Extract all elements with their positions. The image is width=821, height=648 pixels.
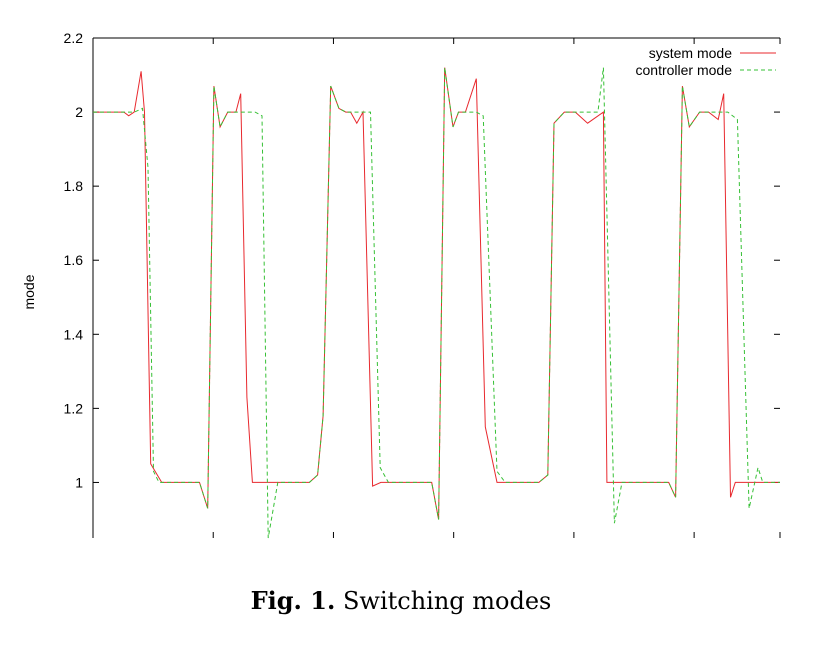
figure-caption-label: Fig. 1. [250, 586, 336, 615]
x-axis-ticks [92, 38, 781, 538]
figure-caption-text: Switching modes [342, 587, 552, 615]
y-tick-label: 2.2 [64, 30, 84, 46]
figure-caption: Fig. 1. Switching modes [0, 586, 802, 615]
y-tick-label: 1.8 [64, 178, 84, 194]
legend-label-system-mode: system mode [649, 45, 732, 61]
line-chart: 1 1.2 1.4 1.6 1.8 2 2.2 mode system mode contr… [21, 30, 781, 539]
legend-label-controller-mode: controller mode [636, 62, 733, 78]
y-tick-label: 2 [75, 104, 83, 120]
y-axis-title: mode [21, 274, 37, 309]
series-line-controller-mode [93, 67, 780, 539]
y-tick-label: 1.4 [64, 326, 84, 342]
series-layer [93, 67, 780, 539]
y-axis-ticks: 1 1.2 1.4 1.6 1.8 2 2.2 [64, 30, 780, 490]
series-line-system-mode [93, 67, 780, 520]
legend: system mode controller mode [636, 45, 776, 78]
y-tick-label: 1 [75, 474, 83, 490]
y-tick-label: 1.6 [64, 252, 84, 268]
y-tick-label: 1.2 [64, 400, 84, 416]
